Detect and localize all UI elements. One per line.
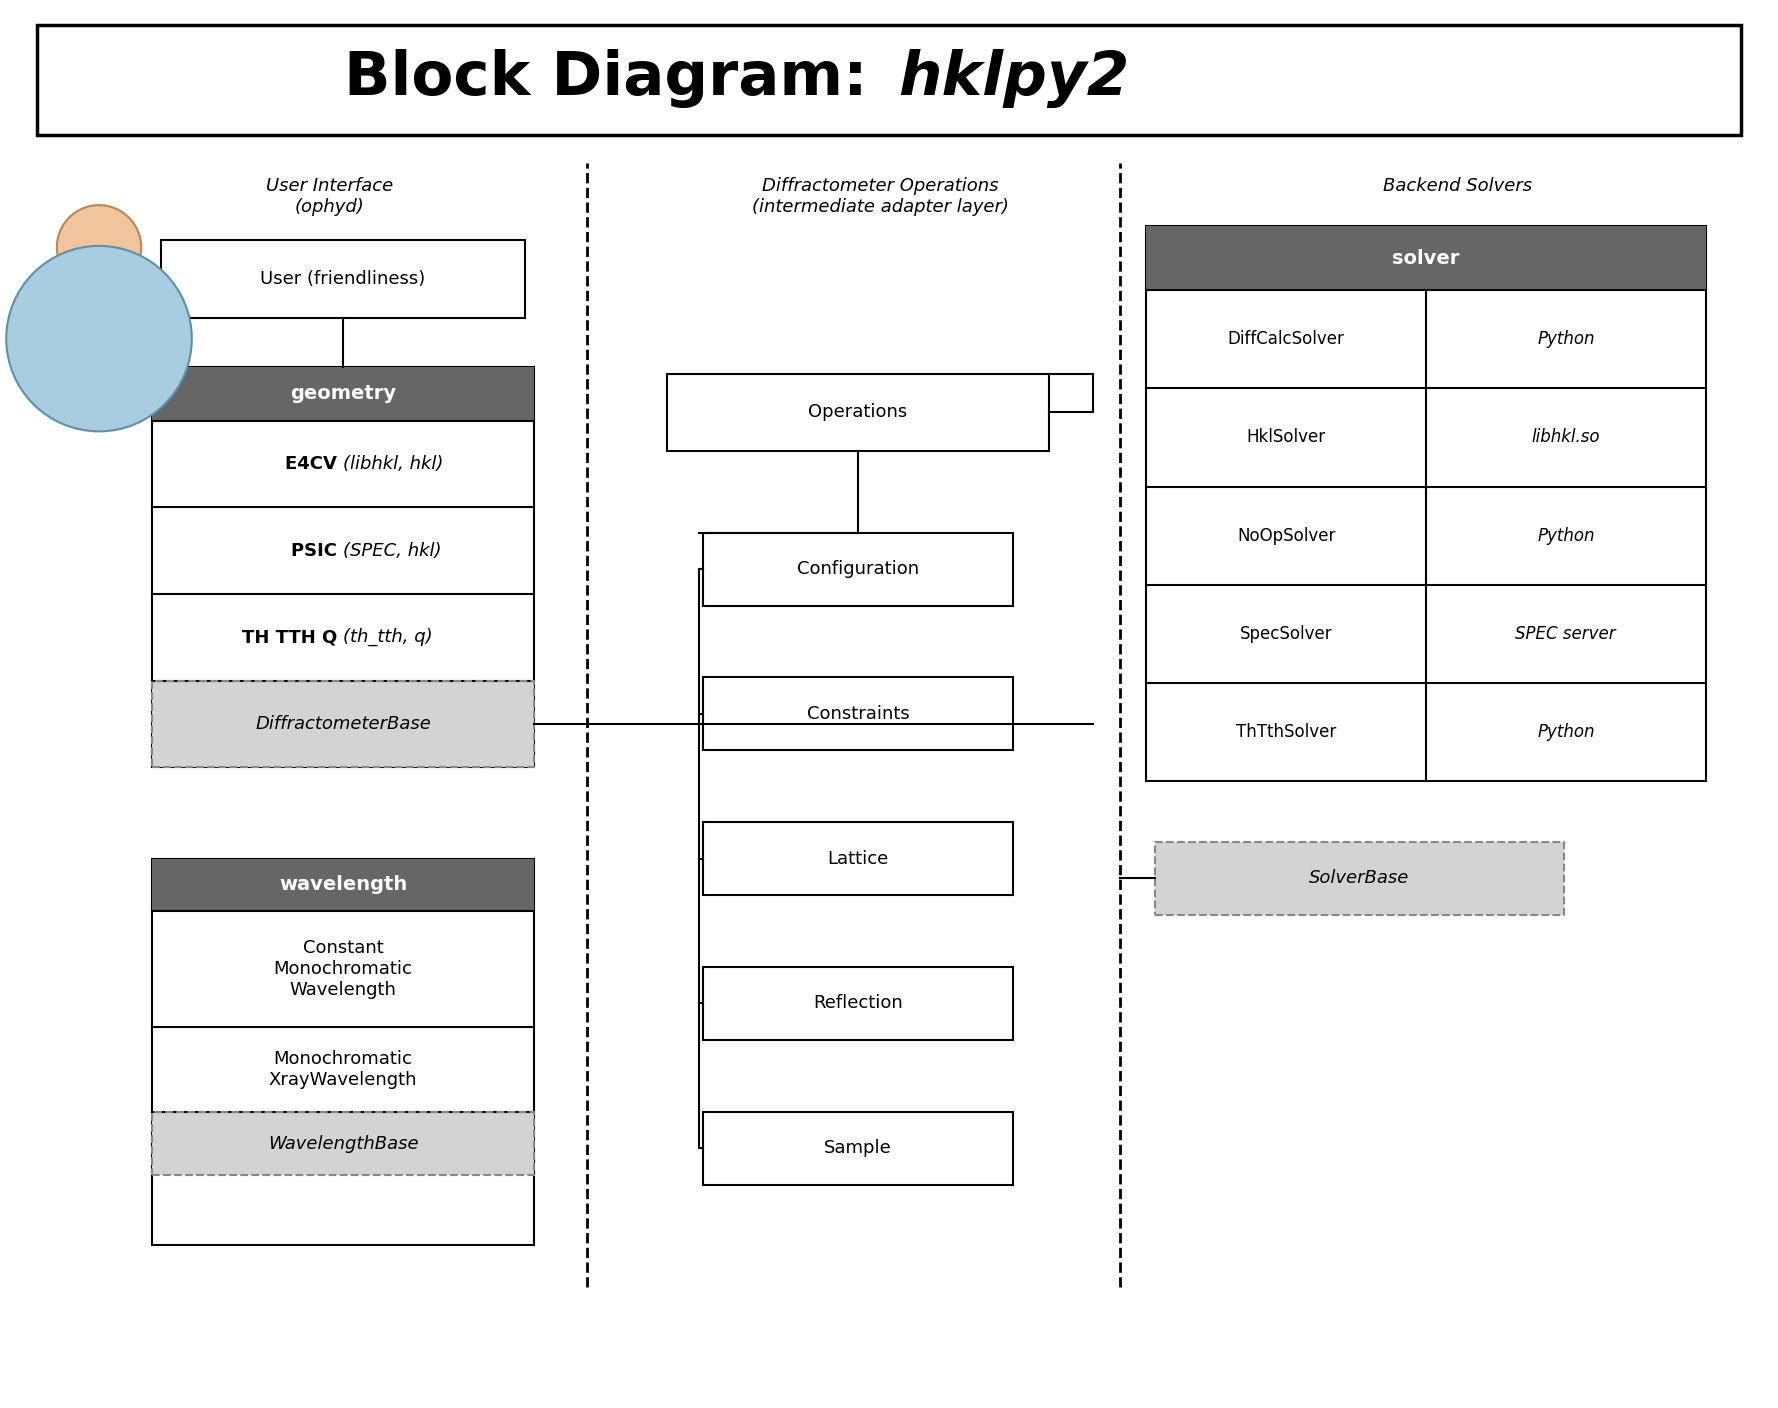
- Text: WavelengthBase: WavelengthBase: [268, 1135, 418, 1153]
- FancyBboxPatch shape: [702, 532, 1013, 605]
- Text: Reflection: Reflection: [813, 994, 903, 1012]
- Text: TH TTH Q: TH TTH Q: [242, 628, 343, 646]
- FancyBboxPatch shape: [702, 967, 1013, 1041]
- FancyBboxPatch shape: [1147, 227, 1705, 290]
- Text: DiffractometerBase: DiffractometerBase: [256, 715, 430, 734]
- Text: geometry: geometry: [290, 384, 396, 403]
- Text: PSIC: PSIC: [292, 542, 343, 560]
- Text: HklSolver: HklSolver: [1246, 428, 1326, 446]
- Text: User (friendliness): User (friendliness): [261, 270, 425, 287]
- Text: Diffractometer Operations
(intermediate adapter layer): Diffractometer Operations (intermediate …: [752, 177, 1008, 215]
- Text: Constraints: Constraints: [807, 705, 909, 722]
- Text: Python: Python: [1536, 527, 1595, 545]
- Text: User Interface
(ophyd): User Interface (ophyd): [267, 177, 393, 215]
- Text: E4CV: E4CV: [284, 455, 343, 473]
- Text: Block Diagram:: Block Diagram:: [345, 49, 889, 108]
- Text: SpecSolver: SpecSolver: [1239, 625, 1332, 643]
- Text: libhkl.so: libhkl.so: [1531, 428, 1600, 446]
- Text: SPEC server: SPEC server: [1515, 625, 1616, 643]
- Text: Python: Python: [1536, 724, 1595, 741]
- Text: hklpy2: hklpy2: [898, 49, 1129, 108]
- FancyBboxPatch shape: [153, 366, 533, 767]
- FancyBboxPatch shape: [702, 822, 1013, 895]
- Text: (SPEC, hkl): (SPEC, hkl): [343, 542, 441, 560]
- Text: (libhkl, hkl): (libhkl, hkl): [343, 455, 443, 473]
- FancyBboxPatch shape: [153, 859, 533, 1245]
- FancyBboxPatch shape: [162, 241, 525, 318]
- FancyBboxPatch shape: [153, 859, 533, 911]
- Text: Backend Solvers: Backend Solvers: [1383, 177, 1531, 196]
- Text: Sample: Sample: [823, 1139, 893, 1157]
- Text: Constant
Monochromatic
Wavelength: Constant Monochromatic Wavelength: [274, 939, 412, 998]
- Text: Python: Python: [1536, 331, 1595, 348]
- Text: SolverBase: SolverBase: [1309, 869, 1410, 887]
- Text: Configuration: Configuration: [797, 560, 919, 579]
- FancyBboxPatch shape: [153, 1112, 533, 1176]
- Text: solver: solver: [1392, 249, 1460, 268]
- FancyBboxPatch shape: [702, 1111, 1013, 1184]
- FancyBboxPatch shape: [1156, 842, 1563, 915]
- FancyBboxPatch shape: [153, 366, 533, 421]
- FancyBboxPatch shape: [153, 680, 533, 767]
- FancyBboxPatch shape: [702, 677, 1013, 750]
- FancyBboxPatch shape: [667, 373, 1049, 451]
- Text: NoOpSolver: NoOpSolver: [1237, 527, 1335, 545]
- Ellipse shape: [57, 206, 140, 290]
- FancyBboxPatch shape: [37, 25, 1741, 135]
- Text: ThTthSolver: ThTthSolver: [1236, 724, 1337, 741]
- Text: Operations: Operations: [809, 404, 907, 421]
- Text: Lattice: Lattice: [827, 849, 889, 867]
- Text: (th_tth, q): (th_tth, q): [343, 628, 432, 646]
- FancyBboxPatch shape: [1147, 227, 1705, 781]
- Text: wavelength: wavelength: [279, 876, 407, 894]
- Text: Monochromatic
XrayWavelength: Monochromatic XrayWavelength: [268, 1050, 418, 1088]
- Ellipse shape: [7, 246, 192, 431]
- Text: DiffCalcSolver: DiffCalcSolver: [1229, 331, 1344, 348]
